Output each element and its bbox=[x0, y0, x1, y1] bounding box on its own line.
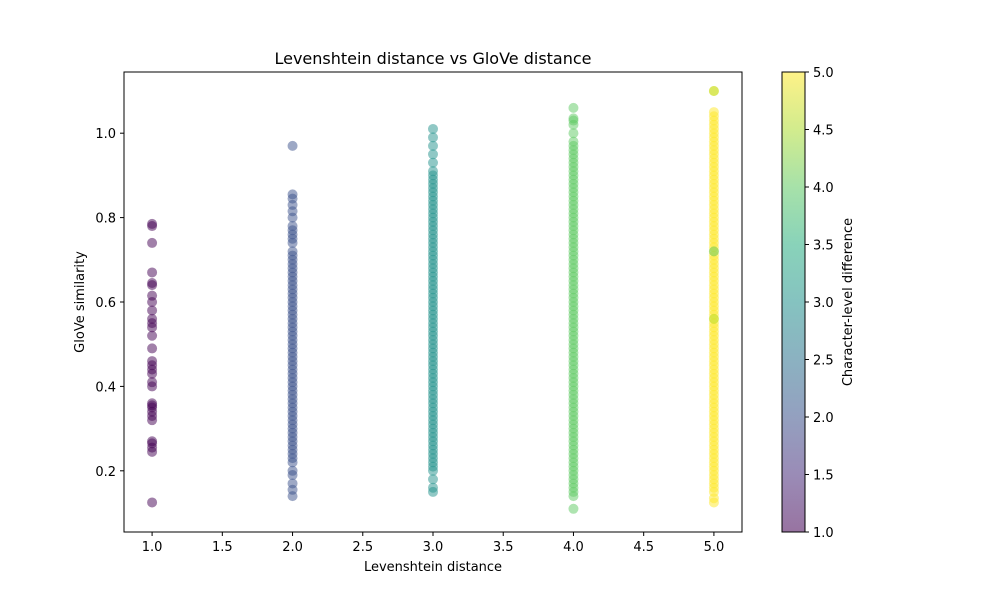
data-point bbox=[428, 132, 438, 143]
data-point bbox=[147, 313, 158, 324]
colorbar-tick-label: 4.0 bbox=[813, 181, 834, 196]
data-point bbox=[147, 436, 158, 447]
data-point bbox=[568, 102, 579, 113]
y-tick-label: 0.2 bbox=[95, 465, 116, 480]
x-tick-label: 2.5 bbox=[352, 540, 373, 555]
data-point bbox=[568, 113, 579, 124]
x-tick-label: 1.0 bbox=[142, 540, 163, 555]
data-point bbox=[287, 140, 298, 151]
data-point bbox=[708, 246, 719, 257]
data-point bbox=[147, 398, 158, 409]
y-tick-label: 0.6 bbox=[95, 296, 116, 311]
data-point bbox=[428, 157, 438, 168]
x-tick-label: 3.0 bbox=[423, 540, 444, 555]
y-tick-label: 0.4 bbox=[95, 380, 116, 395]
colorbar-tick-label: 1.0 bbox=[813, 526, 834, 541]
data-point bbox=[287, 189, 298, 200]
data-point bbox=[708, 107, 719, 118]
chart-title: Levenshtein distance vs GloVe distance bbox=[274, 49, 591, 68]
data-point bbox=[708, 313, 719, 324]
data-point bbox=[147, 305, 158, 316]
data-point bbox=[568, 503, 579, 514]
y-tick-label: 0.8 bbox=[95, 212, 116, 227]
data-point bbox=[568, 136, 579, 147]
data-point bbox=[147, 377, 158, 388]
data-point bbox=[428, 166, 438, 177]
colorbar-tick-label: 2.5 bbox=[813, 354, 834, 369]
data-point bbox=[147, 290, 158, 301]
y-axis-label: GloVe similarity bbox=[73, 251, 88, 353]
x-tick-label: 5.0 bbox=[704, 540, 725, 555]
data-point bbox=[147, 356, 158, 367]
data-point bbox=[147, 343, 158, 354]
data-point bbox=[568, 128, 579, 139]
data-point bbox=[147, 237, 158, 248]
y-axis: 0.2 0.4 0.6 0.8 1.0 bbox=[95, 127, 124, 480]
x-tick-label: 3.5 bbox=[493, 540, 514, 555]
x-tick-label: 4.0 bbox=[563, 540, 584, 555]
y-tick-label: 1.0 bbox=[95, 127, 116, 142]
colorbar: 1.0 1.5 2.0 2.5 3.0 3.5 4.0 4.5 5.0 Character-le… bbox=[781, 66, 856, 541]
colorbar-ticks: 1.0 1.5 2.0 2.5 3.0 3.5 4.0 4.5 5.0 bbox=[805, 66, 834, 541]
colorbar-tick-label: 4.5 bbox=[813, 124, 834, 139]
colorbar-tick-label: 2.0 bbox=[813, 411, 834, 426]
colorbar-label: Character-level difference bbox=[841, 218, 856, 386]
x-tick-label: 1.5 bbox=[212, 540, 233, 555]
data-point bbox=[428, 140, 438, 151]
data-point bbox=[428, 123, 438, 134]
x-axis-label: Levenshtein distance bbox=[364, 560, 502, 575]
x-tick-label: 2.0 bbox=[282, 540, 303, 555]
data-point bbox=[147, 330, 158, 341]
data-point bbox=[428, 482, 438, 493]
data-point bbox=[147, 278, 158, 289]
points-layer bbox=[147, 85, 719, 514]
x-axis: 1.0 1.5 2.0 2.5 3.0 3.5 4.0 4.5 5.0 bbox=[142, 532, 725, 555]
colorbar-gradient bbox=[782, 72, 805, 532]
data-point bbox=[287, 246, 298, 257]
colorbar-tick-label: 3.5 bbox=[813, 239, 834, 254]
data-point bbox=[287, 478, 298, 489]
data-point bbox=[287, 221, 298, 232]
colorbar-tick-label: 5.0 bbox=[813, 66, 834, 81]
x-tick-label: 4.5 bbox=[633, 540, 654, 555]
data-point bbox=[708, 85, 719, 96]
data-point bbox=[287, 465, 298, 476]
data-point bbox=[147, 497, 158, 508]
data-point bbox=[147, 267, 158, 278]
data-point bbox=[428, 149, 438, 160]
data-point bbox=[428, 474, 438, 485]
colorbar-tick-label: 1.5 bbox=[813, 469, 834, 484]
colorbar-tick-label: 3.0 bbox=[813, 296, 834, 311]
data-point bbox=[147, 218, 158, 229]
